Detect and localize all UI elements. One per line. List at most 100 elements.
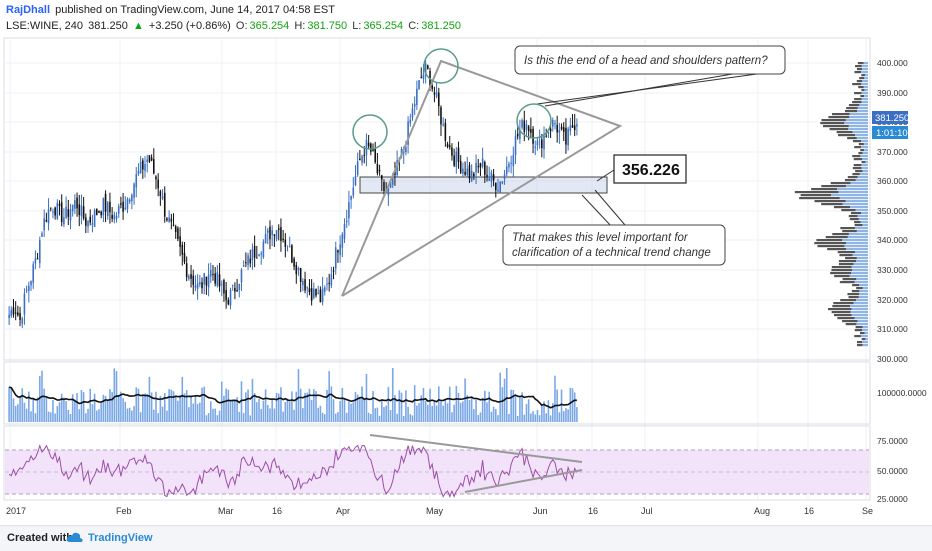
last-price-tag-text: 381.250 [875, 113, 909, 124]
time-tick-label: Jun [533, 506, 548, 516]
volume-bar [536, 409, 539, 422]
time-tick-label: Apr [336, 506, 350, 516]
profile-bar-up [862, 80, 868, 83]
candle-body [497, 189, 499, 192]
candle-body [389, 181, 392, 188]
volume-bar [389, 409, 392, 422]
candle-body [367, 142, 370, 147]
time-tick-label: 16 [588, 506, 598, 516]
volume-bar [58, 402, 61, 422]
profile-bar-down [821, 203, 843, 206]
candle-body [363, 155, 366, 157]
candle-body [477, 166, 480, 168]
volume-bar [440, 401, 442, 422]
time-axis: 2017 Feb Mar 16 Apr May Jun 16 Jul Aug 16 Se [6, 506, 873, 516]
profile-bar-up [855, 209, 868, 212]
candle-body [122, 201, 124, 212]
candle-body [569, 125, 572, 132]
profile-bar-down [852, 140, 862, 143]
profile-bar-up [859, 284, 868, 287]
profile-bar-down [856, 68, 863, 71]
candle-body [179, 236, 181, 247]
volume-bar [413, 385, 416, 422]
candle-body [212, 274, 214, 276]
profile-bar-down [821, 119, 846, 122]
volume-bar [36, 397, 39, 422]
volume-bar [155, 391, 157, 422]
volume-bar [545, 413, 548, 422]
level-label-box[interactable]: 356.226 [613, 154, 687, 184]
time-tick-label: 16 [272, 506, 282, 516]
volume-bar [418, 403, 420, 422]
volume-bar [163, 393, 166, 422]
candle-body [562, 127, 565, 132]
callout-bottom[interactable]: That makes this level important for clar… [502, 224, 726, 266]
volume-bar [317, 407, 320, 422]
profile-bar-down [840, 227, 855, 230]
volume-bar [199, 402, 201, 422]
volume-bar [124, 401, 127, 422]
profile-bar-down [830, 182, 851, 185]
candle-body [236, 290, 238, 292]
candle-body [525, 124, 528, 130]
volume-bar [231, 399, 234, 422]
volume-bar [348, 401, 350, 422]
volume-bar [190, 395, 192, 422]
triangle-pattern [341, 59, 623, 297]
candle-body [161, 196, 164, 199]
profile-bar-down [846, 107, 858, 110]
candle-body [354, 176, 357, 186]
candle-body [152, 159, 155, 174]
profile-bar-up [863, 143, 868, 146]
profile-bar-up [861, 98, 868, 101]
profile-bar-down [834, 275, 850, 278]
callout-top[interactable]: Is this the end of a head and shoulders … [514, 45, 786, 75]
volume-bar [19, 397, 21, 422]
profile-bar-up [864, 95, 868, 98]
candle-body [530, 129, 532, 133]
author-link[interactable]: RajDhall [6, 4, 51, 16]
profile-bar-up [859, 173, 868, 176]
candle-body [459, 160, 462, 173]
profile-bar-down [833, 302, 854, 305]
tradingview-brand-link[interactable]: TradingView [88, 532, 153, 544]
candle-body [231, 284, 234, 286]
profile-bar-down [837, 251, 855, 254]
candle-body [361, 156, 363, 163]
candle-body [464, 171, 466, 175]
profile-bar-down [832, 305, 851, 308]
candle-body [131, 194, 133, 202]
volume-bar [34, 413, 37, 422]
candle-body [330, 274, 333, 286]
candle-body [218, 274, 221, 287]
volume-bar [405, 390, 407, 422]
volume-profile [794, 62, 868, 347]
candle-body [47, 209, 50, 224]
candle-body [505, 166, 508, 175]
volume-bar [113, 368, 116, 422]
volume-bar [161, 406, 164, 422]
candle-body [8, 314, 10, 319]
volume-bar [477, 414, 480, 422]
volume-bar [78, 409, 81, 422]
volume-bar [387, 386, 390, 422]
volume-bar [21, 388, 24, 422]
volume-bar [214, 408, 216, 422]
shoulder-circle-right [516, 103, 552, 139]
candle-body [196, 283, 199, 289]
volume-bar [45, 397, 48, 422]
volume-bar [396, 413, 398, 422]
candle-body [216, 272, 219, 286]
volume-bar [152, 409, 155, 422]
close-label: C: [408, 20, 420, 32]
time-tick-label: 2017 [6, 506, 26, 516]
candle-body [512, 155, 515, 167]
volume-bar [444, 399, 447, 422]
candle-body [170, 218, 173, 222]
candle-body [150, 157, 153, 161]
rsi-line [8, 443, 578, 498]
chart-area[interactable]: 400.000390.000380.000370.000360.000350.0… [0, 0, 932, 525]
callout-pointer [581, 194, 613, 228]
symbol-label: LSE:WINE, 240 [6, 20, 84, 32]
candle-body [95, 208, 98, 216]
